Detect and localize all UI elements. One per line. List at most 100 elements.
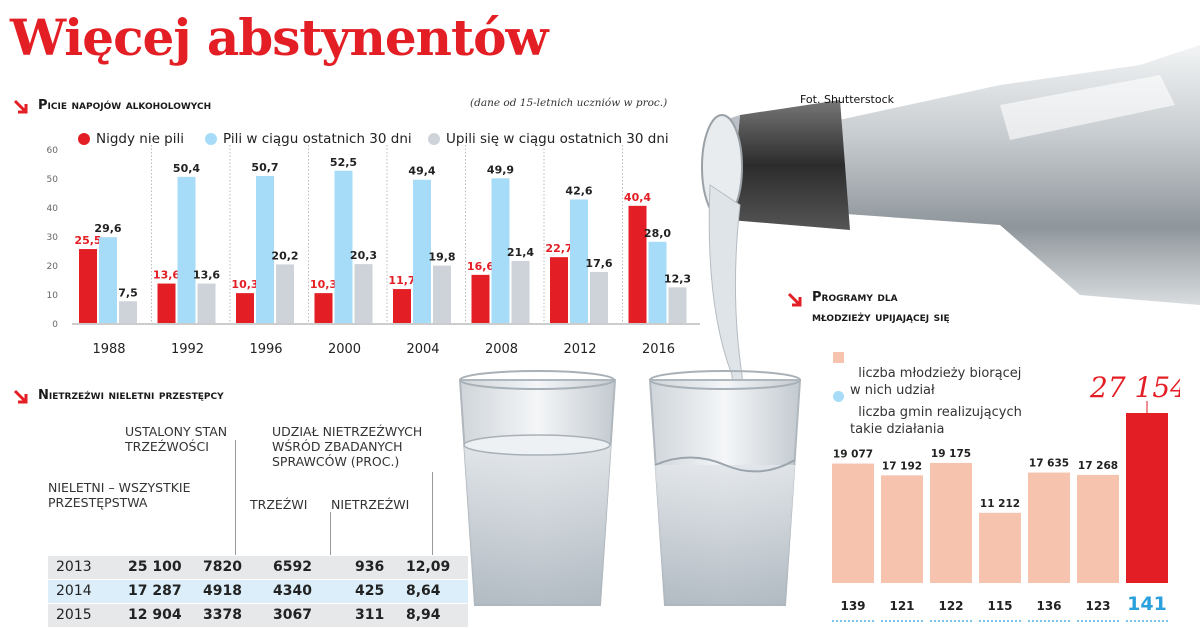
bar	[354, 264, 373, 323]
cell-established: 7820	[203, 559, 242, 575]
municipality-count: 141	[1127, 593, 1167, 615]
bar	[471, 274, 490, 323]
bar	[511, 260, 530, 323]
bar	[413, 179, 431, 323]
bar	[79, 249, 97, 323]
photo-credit: Fot. Shutterstock	[800, 93, 895, 106]
glass-left	[458, 370, 617, 606]
data-label: 16,6	[467, 260, 494, 273]
data-label: 40,4	[624, 191, 651, 204]
data-label: 10,3	[310, 278, 337, 291]
bar	[1077, 474, 1119, 583]
x-tick-label: 2016	[642, 342, 675, 357]
data-label: 50,7	[251, 161, 278, 174]
bar	[832, 463, 874, 583]
col-head-share: Udział nietrzeźwych wśród zbadanych spra…	[272, 424, 423, 469]
municipality-count: 139	[840, 599, 865, 613]
bar	[570, 199, 588, 323]
drinking-bar-chart: 0 10 20 30 40 50 60 25,529,6 7,5 1988 13,6 50,4 13,6…	[47, 145, 700, 357]
cell-sober: 6592	[273, 559, 312, 575]
table-row: 2013 25 100 7820 6592 936 12,09	[48, 556, 468, 579]
data-label: 13,6	[193, 269, 220, 282]
cell-established: 4918	[203, 583, 242, 599]
legend-item-never: Nigdy nie pili	[78, 129, 184, 149]
data-label: 49,4	[408, 165, 435, 178]
cell-drunk: 425	[355, 583, 385, 599]
col-head-sober: Trzeźwi	[250, 497, 308, 512]
data-label: 17 635	[1029, 458, 1069, 470]
bar	[119, 301, 137, 323]
data-label: 7,5	[118, 286, 138, 299]
municipality-count: 123	[1085, 599, 1110, 613]
data-label: 19 077	[833, 449, 873, 461]
legend-item-drank: Pili w ciągu ostatnich 30 dni	[205, 129, 412, 149]
legend-label-never: Nigdy nie pili	[96, 131, 184, 147]
data-label: 25,5	[74, 234, 101, 247]
bar	[393, 289, 411, 323]
municipality-count: 136	[1036, 599, 1061, 613]
data-label: 49,9	[487, 163, 514, 176]
bar	[648, 241, 667, 323]
data-label: 22,7	[545, 242, 572, 255]
legend-swatch-gray	[428, 133, 440, 145]
col-head-established: Ustalony stan trzeźwości	[125, 424, 228, 454]
municipality-count: 121	[889, 599, 914, 613]
data-label: 28,0	[644, 227, 671, 240]
programs-section-title-line1: Programy dla	[812, 290, 898, 305]
legend-swatch-salmon	[833, 352, 844, 363]
cell-drunk: 936	[355, 559, 385, 575]
x-tick-label: 2012	[563, 342, 596, 357]
cell-all: 25 100	[128, 559, 182, 575]
data-label: 13,6	[153, 269, 180, 282]
data-label: 42,6	[565, 184, 592, 197]
cell-all: 17 287	[128, 583, 182, 599]
programs-legend-municipalities: liczba gmin realizujących takie działani…	[833, 387, 1022, 438]
cell-sober: 3067	[273, 607, 312, 623]
cell-sober: 4340	[273, 583, 312, 599]
col-head-drunk: Nietrzeźwi	[331, 497, 410, 512]
y-tick-label: 20	[47, 262, 59, 272]
data-label: 50,4	[173, 162, 200, 175]
data-label: 19 175	[931, 448, 971, 460]
y-tick-label: 60	[47, 146, 59, 156]
glass-right	[648, 370, 802, 606]
arrow-down-right-icon	[13, 99, 28, 114]
legend-swatch-red	[78, 133, 90, 145]
arrow-down-right-icon	[13, 389, 28, 404]
y-tick-label: 10	[47, 291, 59, 301]
municipality-count: 115	[987, 599, 1012, 613]
data-label: 19,8	[428, 251, 455, 264]
bar	[276, 264, 294, 323]
x-tick-label: 1992	[171, 342, 204, 357]
bar	[590, 271, 608, 323]
data-label: 17 192	[882, 460, 922, 472]
programs-legend-participants: liczba młodzieży biorącej w nich udział	[833, 348, 1021, 399]
bar	[197, 283, 216, 323]
drinking-section-title: Picie napojów alkoholowych	[38, 98, 212, 113]
y-tick-label: 0	[52, 320, 58, 330]
programs-section-title-line2: młodzieży upijającej się	[812, 310, 950, 325]
y-tick-label: 30	[47, 233, 59, 243]
bar	[99, 237, 117, 323]
bar	[628, 205, 647, 323]
cell-drunk: 311	[355, 607, 385, 623]
cell-all: 12 904	[128, 607, 182, 623]
cell-year: 2015	[56, 607, 92, 623]
y-tick-label: 50	[47, 175, 59, 185]
data-label: 17,6	[585, 257, 612, 270]
x-tick-label: 2004	[406, 342, 439, 357]
y-tick-label: 40	[47, 204, 59, 214]
legend-label-drunk: Upili się w ciągu ostatnich 30 dni	[446, 131, 669, 147]
bar	[433, 265, 451, 323]
drinking-note: (dane od 15-letnich uczniów w proc.)	[470, 97, 668, 109]
offenders-section-title: Nietrzeźwi nieletni przestępcy	[38, 388, 224, 403]
table-row: 2015 12 904 3378 3067 311 8,94	[48, 604, 468, 627]
bar	[334, 170, 353, 323]
data-label: 20,3	[350, 249, 377, 262]
legend-label-municipalities: liczba gmin realizujących takie działani…	[850, 405, 1022, 437]
data-label: 11,7	[388, 274, 415, 287]
bar	[1028, 472, 1070, 583]
bar	[491, 178, 510, 323]
bar	[157, 283, 176, 323]
bar	[979, 512, 1021, 583]
